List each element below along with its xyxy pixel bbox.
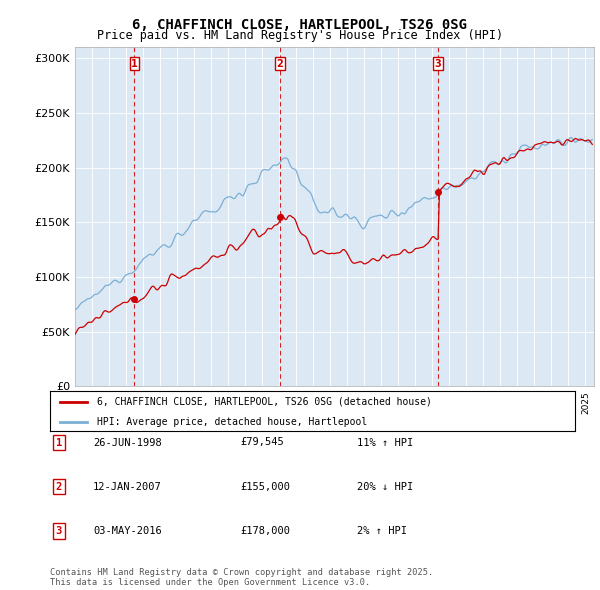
Text: 20% ↓ HPI: 20% ↓ HPI bbox=[357, 482, 413, 491]
Text: £79,545: £79,545 bbox=[240, 438, 284, 447]
Text: 6, CHAFFINCH CLOSE, HARTLEPOOL, TS26 0SG: 6, CHAFFINCH CLOSE, HARTLEPOOL, TS26 0SG bbox=[133, 18, 467, 32]
Text: Price paid vs. HM Land Registry's House Price Index (HPI): Price paid vs. HM Land Registry's House … bbox=[97, 30, 503, 42]
Text: 2: 2 bbox=[56, 482, 62, 491]
Text: 12-JAN-2007: 12-JAN-2007 bbox=[93, 482, 162, 491]
Text: Contains HM Land Registry data © Crown copyright and database right 2025.
This d: Contains HM Land Registry data © Crown c… bbox=[50, 568, 433, 587]
Text: 3: 3 bbox=[56, 526, 62, 536]
Text: HPI: Average price, detached house, Hartlepool: HPI: Average price, detached house, Hart… bbox=[97, 417, 367, 427]
Text: 3: 3 bbox=[435, 58, 442, 68]
Text: 6, CHAFFINCH CLOSE, HARTLEPOOL, TS26 0SG (detached house): 6, CHAFFINCH CLOSE, HARTLEPOOL, TS26 0SG… bbox=[97, 397, 432, 407]
Text: 03-MAY-2016: 03-MAY-2016 bbox=[93, 526, 162, 536]
Text: £155,000: £155,000 bbox=[240, 482, 290, 491]
Text: 2% ↑ HPI: 2% ↑ HPI bbox=[357, 526, 407, 536]
Text: £178,000: £178,000 bbox=[240, 526, 290, 536]
Text: 11% ↑ HPI: 11% ↑ HPI bbox=[357, 438, 413, 447]
Text: 2: 2 bbox=[277, 58, 283, 68]
Text: 26-JUN-1998: 26-JUN-1998 bbox=[93, 438, 162, 447]
Text: 1: 1 bbox=[131, 58, 138, 68]
Text: 1: 1 bbox=[56, 438, 62, 447]
